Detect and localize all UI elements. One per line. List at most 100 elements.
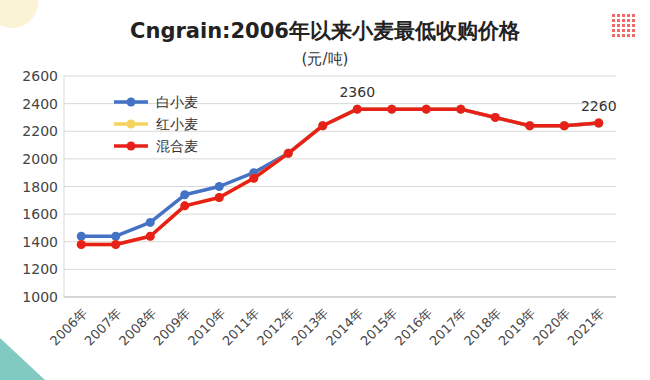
series-marker: [77, 232, 86, 241]
y-axis: 100012001400160018002000220024002600: [22, 68, 616, 305]
plot-area: [77, 105, 604, 249]
series-line: [81, 109, 599, 244]
series-marker: [111, 240, 120, 249]
series-marker: [215, 182, 224, 191]
x-tick-label: 2013年: [288, 305, 331, 348]
x-tick-label: 2016年: [392, 305, 435, 348]
x-axis-line: [64, 297, 616, 298]
x-tick-label: 2021年: [564, 305, 607, 348]
decoration-dot: [612, 24, 615, 27]
series-marker: [249, 174, 258, 183]
decoration-dot: [632, 29, 635, 32]
series-marker: [215, 193, 224, 202]
x-tick-label: 2009年: [150, 305, 193, 348]
x-tick-label: 2015年: [357, 305, 400, 348]
series-marker: [146, 218, 155, 227]
decoration: [0, 0, 38, 28]
decoration-dot: [612, 14, 615, 17]
grid-line: [64, 269, 616, 270]
series-marker: [180, 190, 189, 199]
y-tick-label: 2200: [22, 123, 58, 139]
series-marker: [353, 105, 362, 114]
series-marker: [387, 105, 396, 114]
series: [77, 105, 604, 249]
x-tick-label: 2018年: [461, 305, 504, 348]
x-tick-label: 2010年: [185, 305, 228, 348]
series-marker: [284, 149, 293, 158]
series-marker: [422, 105, 431, 114]
decoration: [0, 338, 45, 380]
x-axis: 2006年2007年2008年2009年2010年2011年2012年2013年…: [47, 305, 608, 348]
series-marker: [525, 121, 534, 130]
series-marker: [180, 201, 189, 210]
y-axis-line: [64, 76, 65, 297]
decoration-dot: [627, 24, 630, 27]
series-marker: [525, 121, 534, 130]
grid-line: [64, 297, 616, 298]
x-tick-label: 2019年: [495, 305, 538, 348]
annotation: 2360: [339, 84, 375, 100]
x-tick-label: 2008年: [116, 305, 159, 348]
decoration-dot: [617, 24, 620, 27]
y-tick-label: 1000: [22, 289, 58, 305]
decoration-dot: [617, 19, 620, 22]
subtitle: (元/吨): [302, 50, 349, 68]
decoration-dot: [627, 14, 630, 17]
series-marker: [353, 105, 362, 114]
decoration-dot: [617, 34, 620, 37]
series-marker: [594, 118, 603, 127]
x-tick-label: 2017年: [426, 305, 469, 348]
series-marker: [318, 121, 327, 130]
series-marker: [422, 105, 431, 114]
decoration-dot: [617, 29, 620, 32]
series-marker: [560, 121, 569, 130]
decoration-dot: [622, 34, 625, 37]
x-tick-label: 2006年: [47, 305, 90, 348]
series-marker: [284, 149, 293, 158]
legend-label: 红小麦: [156, 116, 198, 132]
grid-line: [64, 158, 616, 159]
grid-line: [64, 241, 616, 242]
series-marker: [594, 118, 603, 127]
legend-label: 白小麦: [156, 94, 198, 110]
decoration-dot: [627, 29, 630, 32]
y-tick-label: 2600: [22, 68, 58, 84]
x-tick-label: 2011年: [219, 305, 262, 348]
series-marker: [491, 113, 500, 122]
x-tick-label: 2020年: [530, 305, 573, 348]
grid-line: [64, 214, 616, 215]
series-marker: [594, 118, 603, 127]
grid-line: [64, 76, 616, 77]
series-marker: [560, 121, 569, 130]
series-marker: [111, 232, 120, 241]
series-marker: [284, 149, 293, 158]
decoration-dot: [612, 29, 615, 32]
series-marker: [422, 105, 431, 114]
decoration-dot: [632, 34, 635, 37]
series-line: [81, 109, 599, 244]
series: [77, 105, 604, 249]
decoration: [612, 14, 635, 37]
series-marker: [180, 201, 189, 210]
decoration-dot: [622, 29, 625, 32]
y-tick-label: 1800: [22, 179, 58, 195]
legend-marker: [127, 98, 136, 107]
title: Cngrain:2006年以来小麦最低收购价格: [130, 19, 521, 43]
series-marker: [111, 240, 120, 249]
series-marker: [353, 105, 362, 114]
grid-line: [64, 131, 616, 132]
decoration-dot: [632, 24, 635, 27]
annotations: 23602260: [339, 84, 616, 114]
background: [0, 0, 650, 380]
decoration-dot: [617, 14, 620, 17]
decoration-dot: [632, 19, 635, 22]
series-marker: [387, 105, 396, 114]
series-marker: [249, 174, 258, 183]
series-marker: [525, 121, 534, 130]
decoration-dot: [612, 19, 615, 22]
series-marker: [318, 121, 327, 130]
series-marker: [491, 113, 500, 122]
series-marker: [215, 193, 224, 202]
y-tick-label: 2000: [22, 151, 58, 167]
legend-marker: [127, 142, 136, 151]
